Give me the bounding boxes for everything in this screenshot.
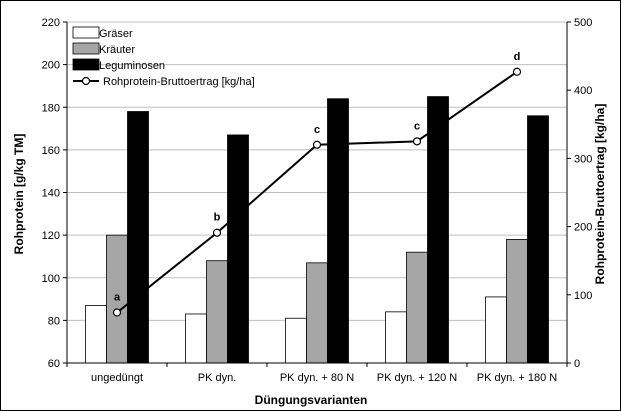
y2-axis-title: Rohprotein-Bruttoertrag [kg/ha] [593,104,607,285]
line-marker [412,137,422,146]
bar-leguminosen-3 [427,96,449,364]
legend-swatch-kräuter [72,42,100,55]
bar-gräser-2 [285,317,307,364]
category-label: PK dyn. + 80 N [280,372,354,384]
legend-label: Leguminosen [99,60,165,72]
legend-swatch-leguminosen [72,58,100,71]
bar-kräuter-2 [306,262,328,364]
category-label: PK dyn. + 120 N [377,372,457,384]
bar-leguminosen-1 [227,134,249,364]
y-tick-label: 160 [42,145,60,157]
legend-label: Kräuter [99,44,135,56]
category-label: PK dyn. [198,372,237,384]
gridlines [67,21,567,321]
y-axis-title: Rohprotein [g/kg TM] [12,134,26,255]
bar-gräser-1 [185,313,207,364]
category-label: PK dyn. + 180 N [477,372,557,384]
y2-tick-label: 300 [574,153,592,165]
line-series [112,67,522,317]
y-tick-label: 220 [42,17,60,29]
bar-kräuter-4 [506,238,528,364]
y2-tick-label: 400 [574,85,592,97]
legend: Gräser Kräuter Leguminosen Rohprotein-Brutt… [72,26,255,88]
y-tick-label: 180 [42,102,60,114]
legend-label: Gräser [99,28,133,40]
legend-line-marker [81,76,91,86]
y-tick-label: 100 [42,273,60,285]
y-tick-label: 120 [42,230,60,242]
left-axis-ticks: 60 80 100 120 140 160 180 200 220 [42,17,67,370]
y2-tick-label: 100 [574,290,592,302]
significance-letters: a b c c d [114,51,520,304]
y2-tick-label: 0 [574,358,580,370]
y-tick-label: 80 [48,315,60,327]
significance-letter: b [214,212,221,224]
significance-letter: c [414,120,420,132]
bar-kräuter-3 [406,251,428,364]
y-tick-label: 140 [42,188,60,200]
legend-swatch-gräser [72,26,100,39]
bar-gräser-4 [485,296,507,364]
significance-letter: a [114,292,121,304]
bar-group [85,96,549,364]
category-labels: ungedüngt PK dyn. PK dyn. + 80 N PK dyn. + … [66,363,568,384]
right-axis-ticks: 0 100 200 300 400 500 [567,17,592,370]
line-marker [312,140,322,149]
bar-leguminosen-0 [127,111,149,364]
significance-letter: c [314,124,320,136]
bar-gräser-3 [385,311,407,364]
x-axis-title: Düngungsvarianten [255,393,368,407]
line-marker [512,67,522,76]
category-label: ungedüngt [91,372,143,384]
legend-label: Rohprotein-Bruttoertrag [kg/ha] [103,76,255,88]
significance-letter: d [514,51,521,63]
y2-tick-label: 200 [574,222,592,234]
y-tick-label: 60 [48,358,60,370]
line-marker [112,308,122,317]
bar-leguminosen-4 [527,115,549,364]
y-tick-label: 200 [42,60,60,72]
bar-kräuter-1 [206,260,228,364]
y2-tick-label: 500 [574,17,592,29]
line-marker [212,228,222,237]
bar-gräser-0 [85,305,107,364]
bar-leguminosen-2 [327,98,349,364]
